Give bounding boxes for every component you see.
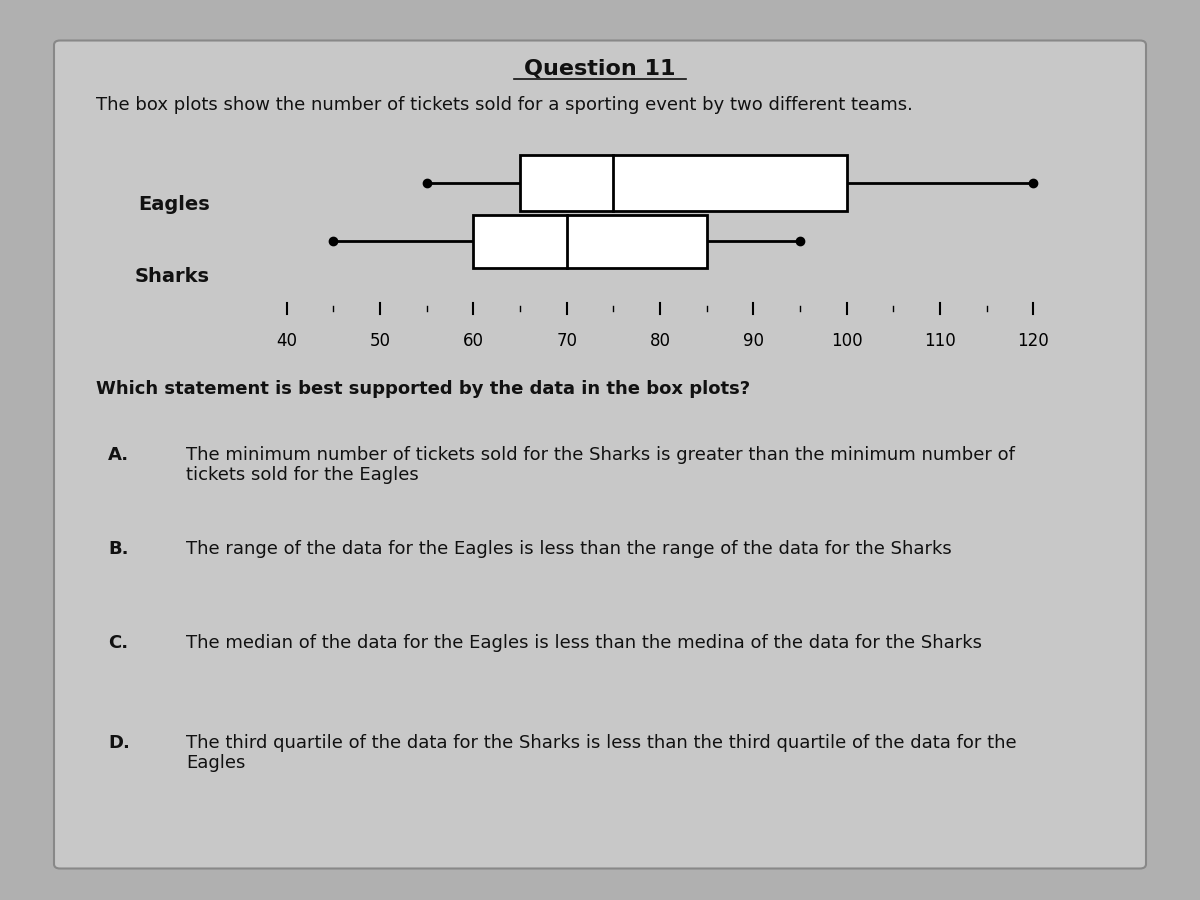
Text: The box plots show the number of tickets sold for a sporting event by two differ: The box plots show the number of tickets… [96,96,913,114]
Text: 120: 120 [1018,332,1049,350]
Text: 80: 80 [649,332,671,350]
Text: The minimum number of tickets sold for the Sharks is greater than the minimum nu: The minimum number of tickets sold for t… [186,446,1015,484]
Text: 60: 60 [463,332,484,350]
Text: 70: 70 [556,332,577,350]
Text: 90: 90 [743,332,764,350]
Text: The range of the data for the Eagles is less than the range of the data for the : The range of the data for the Eagles is … [186,540,952,558]
Text: The third quartile of the data for the Sharks is less than the third quartile of: The third quartile of the data for the S… [186,734,1016,772]
Text: 100: 100 [830,332,863,350]
Text: C.: C. [108,634,128,652]
Text: Eagles: Eagles [138,194,210,214]
Text: Which statement is best supported by the data in the box plots?: Which statement is best supported by the… [96,380,750,398]
FancyBboxPatch shape [54,40,1146,868]
Text: Question 11: Question 11 [524,58,676,78]
Text: A.: A. [108,446,130,464]
Text: Sharks: Sharks [134,266,210,286]
Bar [473,215,707,267]
Text: 40: 40 [276,332,298,350]
Text: 110: 110 [924,332,956,350]
Bar [520,155,847,212]
Text: B.: B. [108,540,128,558]
Text: 50: 50 [370,332,390,350]
Text: D.: D. [108,734,130,752]
Text: The median of the data for the Eagles is less than the medina of the data for th: The median of the data for the Eagles is… [186,634,982,652]
